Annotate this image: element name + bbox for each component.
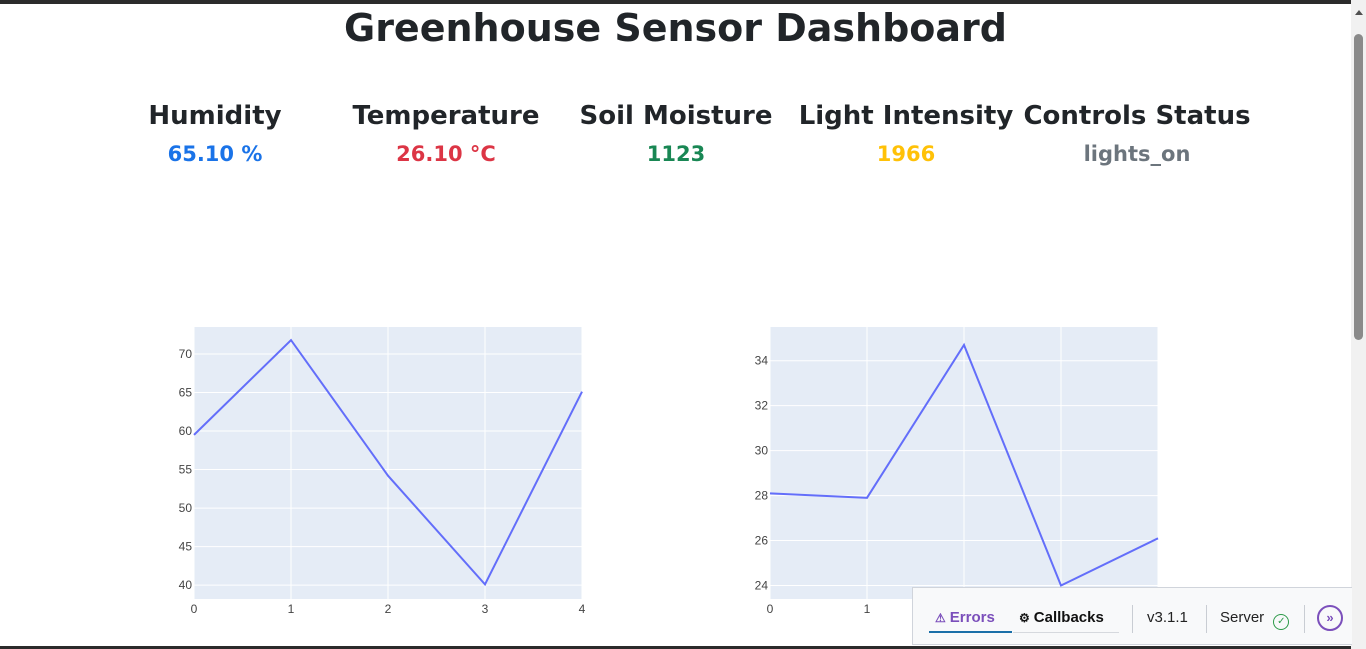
y-tick-label: 26: [755, 534, 769, 548]
y-tick-label: 28: [755, 489, 769, 503]
metric-value: 1966: [876, 142, 936, 166]
x-tick-label: 0: [767, 602, 774, 616]
x-tick-label: 0: [191, 602, 198, 616]
dash-devtools-bar: ⚠ Errors ⚙ Callbacks v3.1.1 Server ✓ »: [912, 587, 1352, 645]
page-title: Greenhouse Sensor Dashboard: [344, 6, 1007, 50]
devtools-separator: [1206, 605, 1207, 633]
metric-value: lights_on: [1083, 142, 1191, 166]
collapse-devtools-button[interactable]: »: [1317, 605, 1343, 631]
warning-icon: ⚠: [935, 611, 946, 625]
x-tick-label: 3: [482, 602, 489, 616]
errors-tab[interactable]: ⚠ Errors: [935, 608, 995, 628]
metric-label: Soil Moisture: [579, 101, 773, 131]
x-tick-label: 2: [385, 602, 392, 616]
double-chevron-right-icon: »: [1326, 610, 1334, 625]
y-tick-label: 65: [179, 385, 193, 399]
scrollbar-thumb[interactable]: [1354, 34, 1363, 340]
humidity-chart-svg[interactable]: 0 1 2 3 4 40 45 50 55 60 65 70: [160, 320, 600, 625]
metric-humidity: Humidity 65.10 %: [100, 98, 330, 174]
metric-soil-moisture: Soil Moisture 1123: [561, 98, 791, 174]
y-tick-label: 60: [179, 424, 193, 438]
scroll-up-arrow-icon[interactable]: [1355, 10, 1363, 15]
metric-label: Light Intensity: [798, 101, 1014, 131]
server-label: Server: [1220, 609, 1265, 626]
y-tick-label: 24: [755, 579, 769, 593]
temperature-chart-svg[interactable]: 01234242628303234: [736, 320, 1176, 625]
errors-tab-underline: [929, 631, 1012, 633]
metric-value: 1123: [646, 142, 706, 166]
y-tick-label: 30: [755, 444, 769, 458]
metric-label: Humidity: [148, 101, 282, 131]
x-tick-label: 1: [864, 602, 871, 616]
version-label: v3.1.1: [1147, 609, 1188, 626]
metric-label: Controls Status: [1023, 101, 1251, 131]
y-tick-label: 40: [179, 578, 193, 592]
y-tick-label: 55: [179, 463, 193, 477]
callback-graph-icon: ⚙: [1019, 611, 1030, 625]
metric-light-intensity: Light Intensity 1966: [791, 98, 1021, 174]
temperature-chart[interactable]: 01234242628303234: [736, 320, 1176, 625]
y-tick-label: 45: [179, 540, 193, 554]
x-tick-label: 4: [579, 602, 586, 616]
window-bottom-border: [0, 646, 1366, 649]
devtools-separator: [1132, 605, 1133, 633]
metric-value: 65.10 %: [167, 142, 263, 166]
metric-value: 26.10 °C: [396, 142, 496, 166]
y-tick-label: 50: [179, 501, 193, 515]
window-top-border: [0, 0, 1366, 4]
errors-tab-label: Errors: [949, 609, 995, 626]
metric-controls-status: Controls Status lights_on: [1022, 98, 1252, 174]
metric-temperature: Temperature 26.10 °C: [331, 98, 561, 174]
callbacks-tab[interactable]: ⚙ Callbacks: [1019, 608, 1104, 628]
humidity-chart[interactable]: 0 1 2 3 4 40 45 50 55 60 65 70: [160, 320, 600, 625]
x-tick-label: 1: [288, 602, 295, 616]
callbacks-tab-label: Callbacks: [1033, 609, 1104, 626]
y-tick-label: 34: [755, 354, 769, 368]
check-circle-icon: ✓: [1273, 614, 1290, 630]
metric-label: Temperature: [352, 101, 540, 131]
server-status[interactable]: Server ✓: [1220, 608, 1290, 630]
y-tick-label: 32: [755, 399, 769, 413]
devtools-separator: [1304, 605, 1305, 633]
callbacks-tab-underline: [1013, 632, 1119, 633]
y-tick-label: 70: [179, 347, 193, 361]
